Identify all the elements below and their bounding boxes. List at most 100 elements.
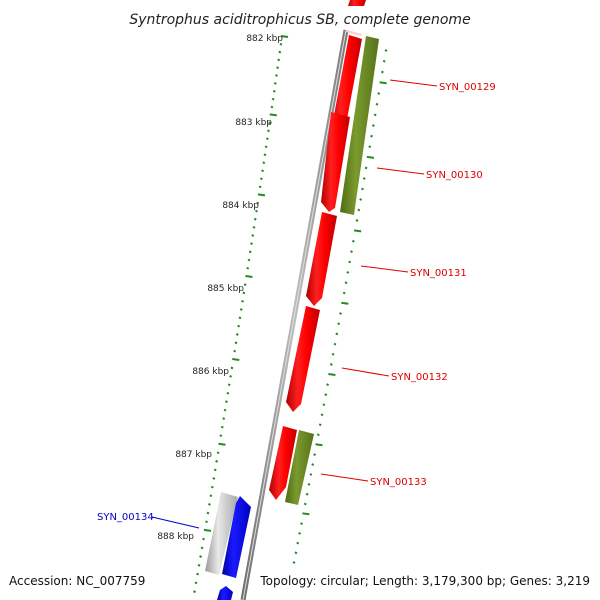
gene-arrow[interactable] (217, 586, 233, 600)
gene-label-syn-00134[interactable]: SYN_00134 (97, 512, 154, 523)
ruler-ticks (193, 35, 289, 594)
minor-tick (265, 137, 269, 141)
minor-tick (233, 349, 237, 353)
minor-tick (259, 177, 263, 181)
minor-tick (322, 403, 326, 407)
major-tick (257, 193, 266, 197)
major-tick (218, 442, 226, 446)
outer-ruler-ticks (292, 49, 388, 564)
minor-tick (271, 97, 275, 101)
gene-arrow[interactable] (348, 0, 366, 6)
minor-tick (355, 219, 359, 222)
minor-tick (200, 546, 204, 550)
minor-tick (194, 581, 198, 585)
gene-arrow-grey[interactable] (205, 492, 238, 575)
gene-arrow-green-2[interactable] (285, 430, 314, 505)
ruler-label-882: 882 kbp (246, 34, 283, 44)
minor-tick (357, 208, 361, 212)
gene-features (205, 0, 379, 600)
minor-tick (251, 234, 255, 237)
minor-tick (380, 70, 384, 74)
minor-tick (329, 363, 333, 366)
minor-tick (307, 482, 311, 486)
minor-tick (220, 425, 224, 429)
leader-line (320, 473, 369, 482)
minor-tick (296, 541, 300, 545)
minor-tick (292, 561, 296, 564)
minor-tick (303, 502, 307, 506)
gene-arrow-syn-00131[interactable] (306, 212, 337, 306)
gene-arrow-syn-00133[interactable] (269, 426, 297, 500)
ruler-label-883: 883 kbp (235, 118, 272, 128)
major-tick (269, 113, 277, 117)
minor-tick (205, 520, 208, 524)
minor-tick (219, 434, 223, 438)
minor-tick (196, 572, 200, 576)
minor-tick (230, 366, 234, 370)
minor-tick (351, 239, 355, 243)
minor-tick (320, 413, 324, 417)
gene-label-syn-00131[interactable]: SYN_00131 (410, 268, 467, 279)
minor-tick (248, 250, 252, 254)
ruler-label-884: 884 kbp (222, 201, 259, 211)
minor-tick (262, 161, 266, 165)
minor-tick (326, 383, 330, 387)
minor-tick (333, 342, 337, 346)
minor-tick (256, 201, 260, 205)
minor-tick (234, 341, 238, 345)
minor-tick (362, 177, 366, 180)
leader-line (341, 367, 390, 377)
minor-tick (223, 408, 227, 412)
major-tick (232, 358, 240, 362)
major-tick (341, 301, 349, 305)
minor-tick (361, 187, 364, 191)
minor-tick (309, 473, 313, 476)
minor-tick (278, 50, 282, 54)
gene-label-syn-00133[interactable]: SYN_00133 (370, 477, 427, 488)
minor-tick (212, 477, 216, 480)
minor-tick (371, 124, 375, 127)
minor-tick (335, 332, 339, 336)
minor-tick (229, 374, 233, 378)
gene-label-syn-00130[interactable]: SYN_00130 (426, 170, 483, 181)
minor-tick (373, 113, 377, 117)
minor-tick (268, 121, 272, 125)
minor-tick (370, 134, 373, 138)
minor-tick (316, 433, 320, 437)
minor-tick (270, 105, 274, 109)
minor-tick (258, 185, 262, 189)
minor-tick (199, 555, 203, 558)
minor-tick (272, 89, 276, 93)
gene-arrow[interactable] (346, 30, 362, 36)
gene-arrow-syn-00132[interactable] (286, 306, 320, 412)
minor-tick (241, 299, 245, 303)
minor-tick (207, 502, 211, 506)
minor-tick (344, 281, 348, 285)
gene-arrow-green[interactable] (340, 36, 379, 215)
minor-tick (368, 145, 372, 149)
minor-tick (216, 451, 220, 455)
minor-tick (276, 66, 280, 70)
major-tick (379, 81, 387, 85)
minor-tick (346, 270, 350, 274)
major-tick (366, 155, 375, 159)
minor-tick (247, 258, 251, 262)
gene-label-syn-00132[interactable]: SYN_00132 (391, 372, 448, 383)
ruler-label-888: 888 kbp (157, 532, 194, 542)
major-tick (315, 443, 323, 447)
minor-tick (342, 291, 346, 295)
gene-arrow-syn-00134[interactable] (222, 496, 251, 578)
ruler-label-886: 886 kbp (192, 367, 229, 377)
minor-tick (348, 260, 352, 264)
minor-tick (210, 485, 214, 489)
minor-tick (238, 316, 242, 320)
minor-tick (318, 423, 322, 427)
minor-tick (264, 145, 268, 149)
minor-tick (225, 400, 228, 404)
gene-label-syn-00129[interactable]: SYN_00129 (439, 82, 496, 93)
minor-tick (300, 522, 303, 525)
minor-tick (364, 166, 368, 170)
minor-tick (239, 308, 243, 311)
minor-tick (250, 242, 253, 246)
gene-arrow-syn-00130[interactable] (321, 112, 350, 212)
